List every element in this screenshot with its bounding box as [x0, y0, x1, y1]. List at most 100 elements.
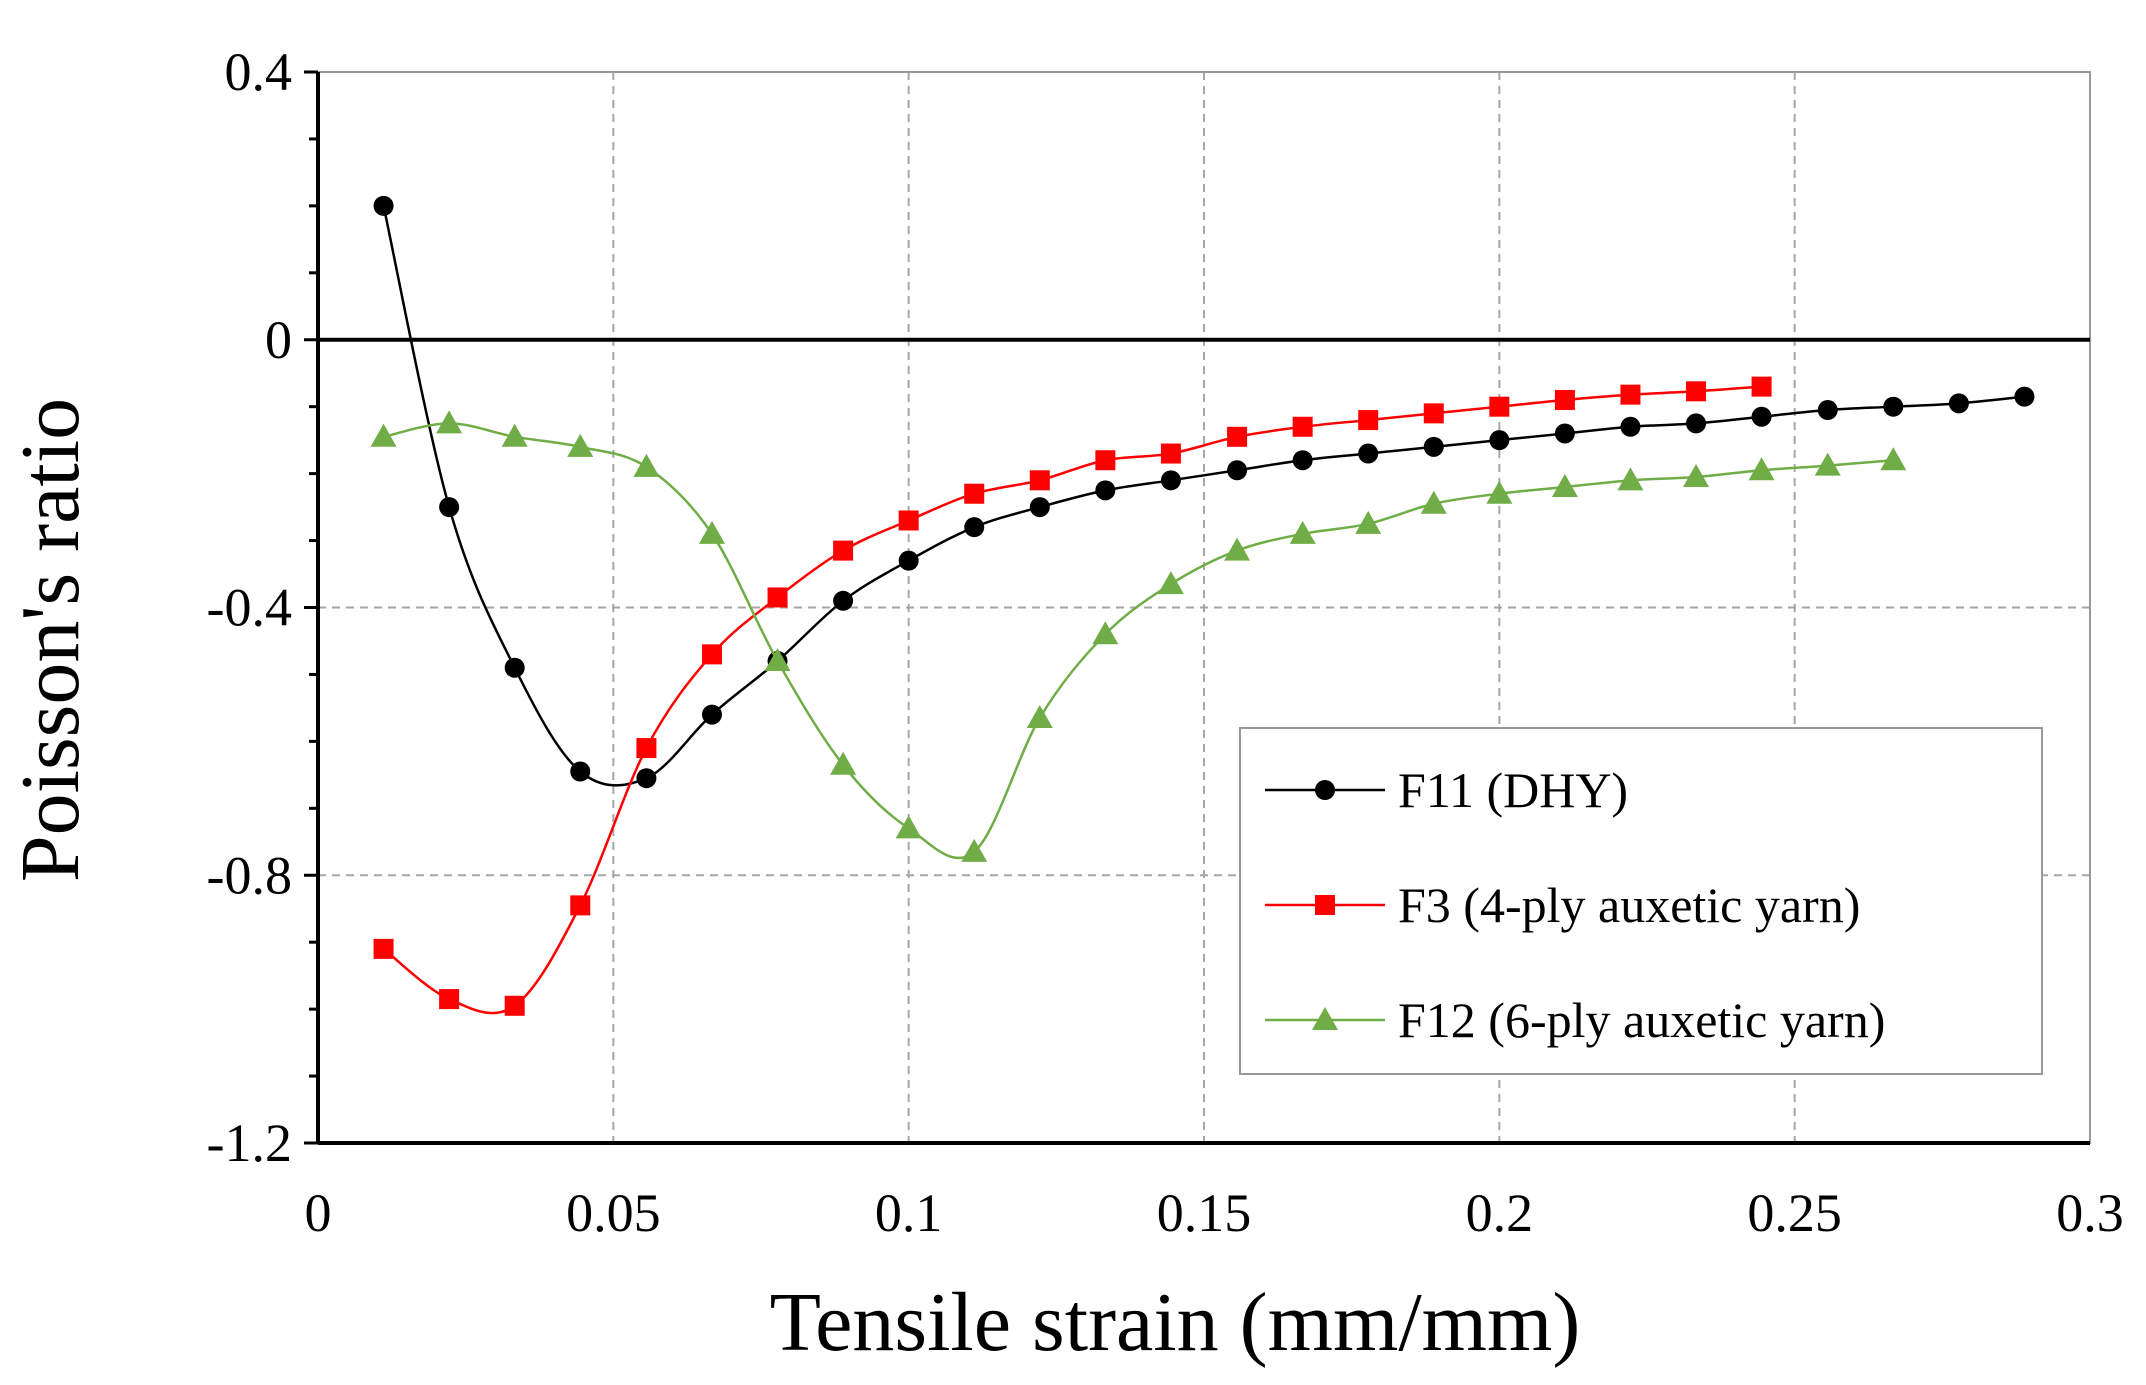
legend-item: F11 (DHY) [1265, 762, 1628, 818]
legend: F11 (DHY) F3 (4-ply auxetic yarn) F12 (6-p… [1239, 727, 2043, 1075]
data-series [370, 195, 2035, 1016]
triangle-point [633, 453, 660, 477]
triangle-point [1224, 537, 1251, 561]
square-point [701, 644, 722, 665]
circle-point [1489, 430, 1510, 451]
x-tick-label: 0.25 [1747, 1183, 1842, 1243]
triangle-point [1420, 490, 1447, 514]
square-point [1423, 403, 1444, 424]
circle-point [373, 195, 394, 216]
triangle-point [1814, 452, 1841, 476]
circle-point [1883, 396, 1904, 417]
legend-box [1239, 727, 2043, 1075]
legend-item: F3 (4-ply auxetic yarn) [1265, 877, 1860, 933]
y-axis-title: Poisson's ratio [4, 398, 97, 882]
legend-marker [1312, 1007, 1338, 1030]
triangle-point [830, 751, 857, 775]
square-point [1358, 410, 1379, 431]
circle-point [1686, 413, 1707, 434]
triangle-point [1880, 447, 1907, 471]
y-tick-label: 0.4 [225, 42, 293, 102]
legend-label: F11 (DHY) [1398, 762, 1628, 818]
x-tick-label: 0.3 [2056, 1183, 2124, 1243]
legend-marker [1315, 780, 1335, 800]
square-point [1095, 450, 1116, 471]
x-tick-label: 0 [305, 1183, 332, 1243]
square-point [833, 540, 854, 561]
circle-point [964, 517, 985, 538]
square-point [1489, 396, 1510, 417]
circle-point [1817, 400, 1838, 421]
x-tick-label: 0.15 [1157, 1183, 1252, 1243]
x-tick-label: 0.2 [1466, 1183, 1534, 1243]
axes [304, 70, 2090, 1145]
circle-point [1292, 450, 1313, 471]
circle-point [636, 768, 657, 789]
square-point [504, 995, 525, 1016]
y-tick-label: -1.2 [207, 1113, 292, 1173]
circle-point [1160, 470, 1181, 491]
x-axis-title: Tensile strain (mm/mm) [770, 1276, 1581, 1369]
circle-point [1358, 443, 1379, 464]
series-2 [373, 376, 1772, 1016]
square-point [898, 510, 919, 531]
square-point [570, 895, 591, 916]
legend-label: F3 (4-ply auxetic yarn) [1398, 877, 1860, 933]
triangle-point [1026, 704, 1053, 728]
circle-point [1227, 460, 1248, 481]
square-point [439, 989, 460, 1010]
square-point [1620, 384, 1641, 405]
square-point [373, 938, 394, 959]
circle-point [1095, 480, 1116, 501]
series-3 [370, 410, 1907, 862]
triangle-point [895, 815, 922, 839]
y-tick-label: -0.8 [207, 845, 292, 905]
legend-item: F12 (6-ply auxetic yarn) [1265, 992, 1885, 1048]
circle-point [504, 657, 525, 678]
triangle-point [567, 433, 594, 457]
triangle-point [436, 410, 463, 434]
triangle-point [1617, 467, 1644, 491]
legend-marker [1315, 895, 1335, 915]
triangle-point [1683, 463, 1710, 487]
series-1 [373, 195, 2035, 789]
circle-point [2014, 386, 2035, 407]
triangle-point [1092, 621, 1119, 645]
circle-point [1029, 497, 1050, 518]
y-tick-label: -0.4 [207, 578, 292, 638]
triangle-point [1289, 520, 1316, 544]
triangle-point [1355, 510, 1382, 534]
triangle-point [1551, 474, 1578, 498]
square-point [1554, 389, 1575, 410]
square-point [964, 483, 985, 504]
tick-labels: 0.40-0.4-0.8-1.20 0.05 0.1 0.15 0.2 0.25 0.3 [207, 42, 2124, 1243]
y-tick-label: 0 [265, 310, 292, 370]
triangle-point [1748, 457, 1775, 481]
circle-point [898, 550, 919, 571]
square-point [636, 738, 657, 759]
triangle-point [501, 423, 528, 447]
square-point [1751, 376, 1772, 397]
triangle-point [370, 423, 397, 447]
square-point [1292, 416, 1313, 437]
legend-label: F12 (6-ply auxetic yarn) [1398, 992, 1885, 1048]
triangle-point [1157, 571, 1184, 595]
triangle-point [698, 520, 725, 544]
triangle-point [961, 838, 988, 862]
triangle-point [764, 648, 791, 672]
square-point [1160, 443, 1181, 464]
circle-point [1620, 416, 1641, 437]
circle-point [833, 590, 854, 611]
circle-point [1554, 423, 1575, 444]
circle-point [1423, 436, 1444, 457]
triangle-point [1486, 480, 1513, 504]
square-point [767, 587, 788, 608]
circle-point [1948, 393, 1969, 414]
circle-point [570, 761, 591, 782]
x-tick-label: 0.1 [875, 1183, 943, 1243]
circle-point [439, 497, 460, 518]
circle-point [1751, 406, 1772, 427]
x-tick-label: 0.05 [566, 1183, 661, 1243]
